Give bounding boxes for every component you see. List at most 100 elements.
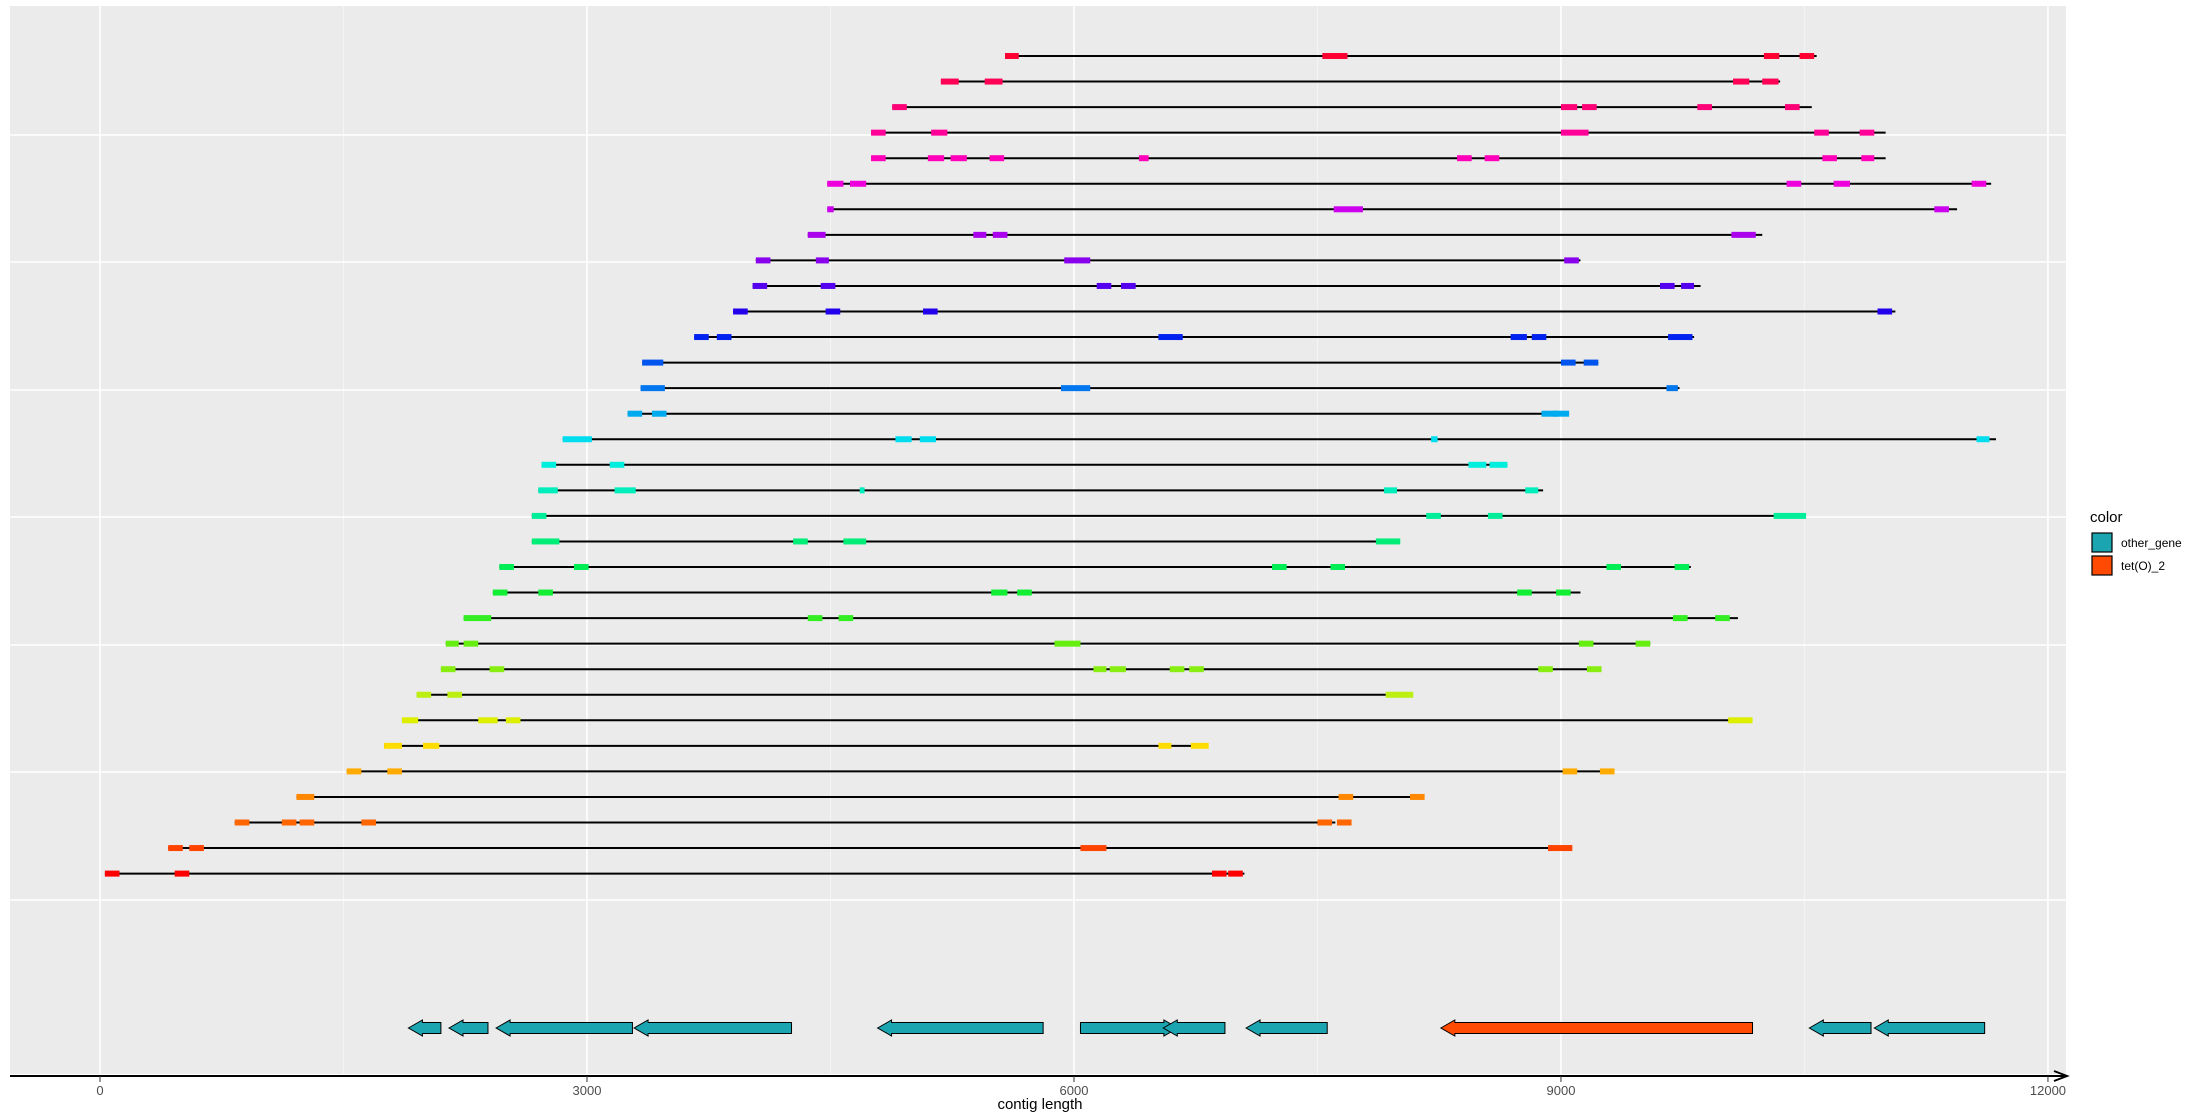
contig-segment	[923, 308, 938, 315]
contig-segment	[401, 717, 419, 724]
contig-segment	[1976, 436, 1990, 443]
contig-segment	[1158, 742, 1172, 749]
contig-row	[346, 768, 1615, 775]
contig-segment	[1017, 589, 1032, 596]
gene-arrow-other	[495, 1019, 633, 1037]
contig-segment	[440, 666, 456, 673]
legend-title: color	[2090, 509, 2123, 526]
contig-segment	[1333, 206, 1363, 213]
contig-segment	[1814, 129, 1829, 136]
contig-segment	[387, 768, 402, 775]
contig-segment	[931, 129, 948, 136]
contig-segment	[1763, 53, 1780, 59]
contig-segment	[1330, 564, 1346, 570]
contig-segment	[1080, 845, 1107, 852]
contig-segment	[1189, 666, 1204, 673]
contig-segment	[793, 538, 808, 545]
contig-segment	[940, 78, 959, 85]
contig-row	[234, 819, 1352, 826]
contig-segment	[849, 180, 867, 187]
contig-row	[871, 129, 1886, 136]
contig-segment	[1322, 53, 1348, 59]
contig-segment	[1317, 819, 1333, 826]
contig-segment	[1731, 231, 1756, 238]
contig-segment	[463, 640, 479, 647]
contig-row	[384, 742, 1209, 749]
contig-segment	[1109, 666, 1126, 673]
contig-row	[463, 615, 1738, 622]
contig-segment	[1410, 793, 1425, 800]
contig-row	[440, 666, 1602, 673]
contig-segment	[1547, 845, 1573, 852]
contig-segment	[1971, 180, 1987, 187]
contig-row	[752, 282, 1701, 289]
contig-segment	[1564, 257, 1579, 264]
legend-key	[2091, 555, 2113, 576]
contig-segment	[1773, 512, 1807, 519]
contig-segment	[1338, 793, 1354, 800]
contig-segment	[1375, 538, 1401, 545]
contig-segment	[1096, 282, 1112, 289]
contig-segment	[1531, 334, 1547, 341]
gene-arrow-other	[1873, 1019, 1986, 1037]
contig-segment	[973, 231, 987, 238]
contig-row	[827, 180, 1992, 187]
contig-segment	[1877, 308, 1893, 315]
contig-row	[1004, 53, 1817, 59]
contig-segment	[416, 691, 432, 698]
gene-arrow-other	[448, 1019, 489, 1037]
contig-row	[755, 257, 1581, 264]
contig-segment	[189, 845, 204, 852]
contig-segment	[1635, 640, 1651, 647]
gene-arrow-other	[633, 1019, 793, 1037]
contig-row	[168, 845, 1573, 852]
gene-arrow-tet-o-2	[1439, 1019, 1754, 1037]
contig-segment	[574, 564, 589, 570]
contig-segment	[755, 257, 771, 264]
contig-segment	[499, 564, 514, 570]
contig-segment	[1934, 206, 1949, 213]
contig-segment	[1697, 104, 1712, 111]
contig-row	[296, 793, 1425, 800]
contig-segment	[531, 538, 560, 545]
contig-segment	[1762, 78, 1779, 85]
contig-segment	[1552, 410, 1570, 417]
contig-segment	[1190, 742, 1209, 749]
contig-segment	[1583, 359, 1599, 366]
gene-arrow-other	[1808, 1019, 1872, 1037]
contig-segment	[614, 487, 636, 494]
x-axis-arrowhead	[2053, 1070, 2070, 1082]
contig-segment	[1121, 282, 1136, 289]
contig-segment	[299, 819, 315, 826]
x-axis	[10, 1070, 2070, 1082]
contig-segment	[694, 334, 709, 341]
x-tick-label: 0	[96, 1083, 103, 1098]
contig-segment	[168, 845, 183, 852]
contig-row	[445, 640, 1651, 647]
contig-row	[499, 564, 1691, 570]
contig-row	[416, 691, 1414, 698]
contig-segment	[1538, 666, 1553, 673]
contig-segment	[859, 487, 865, 494]
contig-segment	[984, 78, 1003, 85]
contig-row	[640, 385, 1680, 392]
contig-segment	[1004, 53, 1019, 59]
contig-segment	[807, 231, 826, 238]
contig-segment	[752, 282, 768, 289]
contig-segment	[991, 589, 1008, 596]
contig-segment	[642, 359, 664, 366]
contig-segment	[234, 819, 250, 826]
contig-row	[531, 512, 1807, 519]
contig-segment	[1822, 155, 1837, 162]
contig-segment	[1211, 870, 1227, 877]
contig-segment	[538, 487, 558, 494]
panel-background	[10, 6, 2066, 1074]
contig-segment	[1784, 104, 1800, 111]
contig-segment	[827, 180, 844, 187]
contig-segment	[1659, 282, 1675, 289]
contig-row	[541, 461, 1508, 468]
contig-segment	[950, 155, 967, 162]
x-tick-label: 9000	[1547, 1083, 1576, 1098]
x-axis-title: contig length	[997, 1096, 1082, 1113]
contig-segment	[423, 742, 440, 749]
